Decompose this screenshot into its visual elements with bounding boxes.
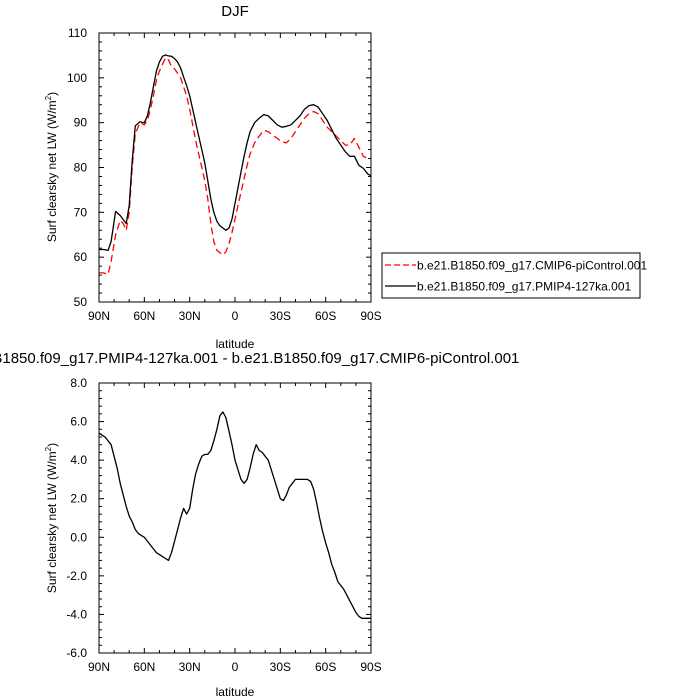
legend-label-picontrol: b.e21.B1850.f09_g17.CMIP6-piControl.001 — [417, 259, 647, 273]
top-y-tick-label: 110 — [68, 26, 87, 40]
bottom-y-tick-label: 2.0 — [70, 492, 87, 506]
top-y-tick-label: 60 — [74, 250, 88, 264]
top-y-axis-label-sup: 2 — [44, 95, 53, 100]
top-y-tick-label: 100 — [67, 71, 87, 85]
top-y-tick-label: 50 — [74, 295, 88, 309]
bottom-axes-ticks: 90N 60N 30N 0 30S 60S 90S -6.0 -4.0 -2.0 0.0 2.0 4.0… — [66, 376, 381, 674]
bottom-x-tick-label: 60N — [133, 660, 155, 674]
bottom-series-group — [98, 411, 371, 619]
legend-label-127ka: b.e21.B1850.f09_g17.PMIP4-127ka.001 — [417, 280, 631, 294]
bottom-x-tick-label: 90N — [88, 660, 110, 674]
bottom-series-line-0 — [98, 411, 371, 619]
bottom-y-tick-label: 4.0 — [70, 453, 87, 467]
top-x-tick-label: 0 — [232, 309, 239, 323]
top-y-axis-label-end: ) — [45, 92, 59, 96]
top-panel: DJF 90N 60N 30N 0 30S 60S 90S5060708090100110 … — [44, 3, 647, 351]
bottom-panel: b.e21.B1850.f09_g17.PMIP4-127ka.001 - b.… — [0, 350, 519, 699]
bottom-y-tick-label: -4.0 — [66, 607, 87, 621]
bottom-y-axis-label-main: Surf clearsky net LW (W/m — [45, 451, 59, 593]
bottom-y-tick-label: 6.0 — [70, 415, 87, 429]
bottom-x-tick-label: 90S — [360, 660, 381, 674]
bottom-x-tick-label: 0 — [232, 660, 239, 674]
bottom-x-tick-label: 30S — [270, 660, 291, 674]
top-x-axis-label: latitude — [216, 337, 255, 351]
bottom-y-axis-label-end: ) — [45, 443, 59, 447]
bottom-y-axis-label-sup: 2 — [44, 446, 53, 451]
top-chart-title: DJF — [221, 3, 249, 20]
top-x-tick-label: 90N — [88, 309, 110, 323]
top-axes-ticks: 90N 60N 30N 0 30S 60S 90S 50 60 70 80 90 100 110 — [67, 26, 382, 323]
top-y-tick-label: 70 — [74, 205, 88, 219]
top-series-line-0 — [99, 57, 371, 275]
legend: b.e21.B1850.f09_g17.CMIP6-piControl.001 … — [381, 252, 647, 299]
bottom-y-tick-label: -2.0 — [66, 569, 87, 583]
top-plot-frame — [98, 32, 372, 303]
bottom-chart-title: b.e21.B1850.f09_g17.PMIP4-127ka.001 - b.… — [0, 350, 519, 367]
bottom-plot-frame — [98, 382, 372, 654]
top-x-tick-label: 30S — [270, 309, 291, 323]
bottom-x-tick-label: 60S — [315, 660, 336, 674]
bottom-y-tick-label: 0.0 — [70, 530, 87, 544]
top-series-group — [99, 54, 372, 275]
top-y-axis-label: Surf clearsky net LW (W/m2) — [44, 92, 59, 242]
top-x-tick-label: 90S — [360, 309, 381, 323]
top-x-tick-label: 30N — [179, 309, 201, 323]
top-x-tick-label: 60N — [133, 309, 155, 323]
top-series-line-1 — [99, 54, 372, 252]
bottom-y-axis-label: Surf clearsky net LW (W/m2) — [44, 443, 59, 593]
top-x-tick-label: 60S — [315, 309, 336, 323]
bottom-x-tick-label: 30N — [179, 660, 201, 674]
bottom-y-tick-label: -6.0 — [66, 646, 87, 660]
bottom-y-tick-label: 8.0 — [70, 376, 87, 390]
top-y-tick-label: 90 — [74, 116, 88, 130]
top-y-axis-label-main: Surf clearsky net LW (W/m — [45, 100, 59, 242]
top-y-tick-label: 80 — [74, 161, 88, 175]
legend-box — [381, 252, 641, 299]
bottom-x-axis-label: latitude — [216, 685, 255, 699]
